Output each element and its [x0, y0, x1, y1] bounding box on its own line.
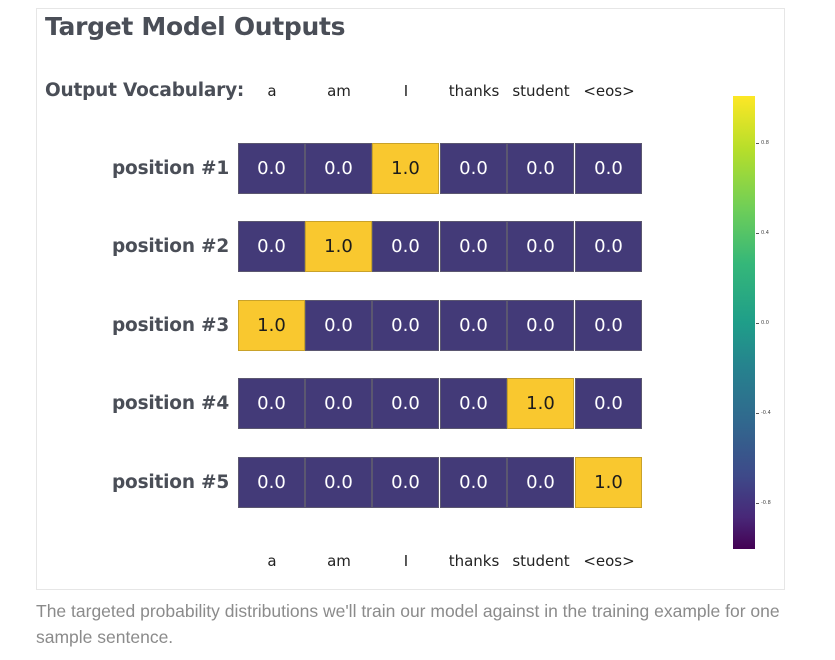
- grid-cell: 0.0: [440, 378, 507, 429]
- grid-cell: 0.0: [440, 300, 507, 351]
- grid-cell: 0.0: [575, 221, 642, 272]
- colorbar-tick-label: -0.4: [761, 410, 771, 416]
- grid-cell: 0.0: [238, 457, 305, 508]
- grid-cell: 1.0: [575, 457, 642, 508]
- grid-cell: 0.0: [507, 457, 574, 508]
- grid-cell: 0.0: [575, 378, 642, 429]
- colorbar: [733, 96, 755, 549]
- row-label: position #3: [112, 315, 229, 336]
- grid-cell: 1.0: [305, 221, 372, 272]
- grid-cell: 0.0: [440, 221, 507, 272]
- bottom-vocab-word: I: [403, 552, 409, 570]
- colorbar-tick: [756, 413, 759, 414]
- row-label: position #1: [112, 158, 229, 179]
- grid-cell: 0.0: [238, 143, 305, 194]
- grid-cell: 0.0: [238, 221, 305, 272]
- grid-cell: 0.0: [440, 457, 507, 508]
- row-label: position #2: [112, 236, 229, 257]
- grid-cell: 0.0: [372, 221, 439, 272]
- grid-cell: 0.0: [372, 457, 439, 508]
- top-vocab-word: <eos>: [583, 82, 635, 100]
- grid-cell: 0.0: [305, 300, 372, 351]
- grid-cell: 1.0: [372, 143, 439, 194]
- colorbar-tick-label: 0.0: [761, 320, 769, 326]
- grid-cell: 0.0: [305, 143, 372, 194]
- top-vocab-word: am: [327, 82, 351, 100]
- grid-cell: 0.0: [305, 378, 372, 429]
- colorbar-tick: [756, 503, 759, 504]
- grid-cell: 0.0: [440, 143, 507, 194]
- top-vocab-word: a: [267, 82, 277, 100]
- row-label: position #5: [112, 472, 229, 493]
- figure-caption: The targeted probability distributions w…: [36, 601, 780, 647]
- grid-cell: 0.0: [575, 300, 642, 351]
- bottom-vocab-word: student: [512, 552, 570, 570]
- grid-cell: 1.0: [507, 378, 574, 429]
- colorbar-tick: [756, 143, 759, 144]
- grid-cell: 0.0: [372, 300, 439, 351]
- grid-cell: 0.0: [238, 378, 305, 429]
- grid-cell: 1.0: [238, 300, 305, 351]
- colorbar-tick-label: 0.4: [761, 230, 769, 236]
- grid-cell: 0.0: [507, 300, 574, 351]
- colorbar-tick-label: 0.8: [761, 140, 769, 146]
- grid-cell: 0.0: [507, 143, 574, 194]
- grid-cell: 0.0: [575, 143, 642, 194]
- bottom-vocab-word: am: [327, 552, 351, 570]
- bottom-vocab-word: <eos>: [583, 552, 635, 570]
- figure-title: Target Model Outputs: [45, 12, 346, 41]
- top-vocab-word: student: [512, 82, 570, 100]
- grid-cell: 0.0: [507, 221, 574, 272]
- colorbar-tick-label: -0.8: [761, 500, 771, 506]
- grid-cell: 0.0: [305, 457, 372, 508]
- row-label: position #4: [112, 393, 229, 414]
- bottom-vocab-word: thanks: [448, 552, 500, 570]
- grid-cell: 0.0: [372, 378, 439, 429]
- bottom-vocab-word: a: [267, 552, 277, 570]
- top-vocab-word: thanks: [448, 82, 500, 100]
- vocabulary-label: Output Vocabulary:: [45, 80, 245, 101]
- colorbar-tick: [756, 323, 759, 324]
- top-vocab-word: I: [403, 82, 409, 100]
- colorbar-tick: [756, 233, 759, 234]
